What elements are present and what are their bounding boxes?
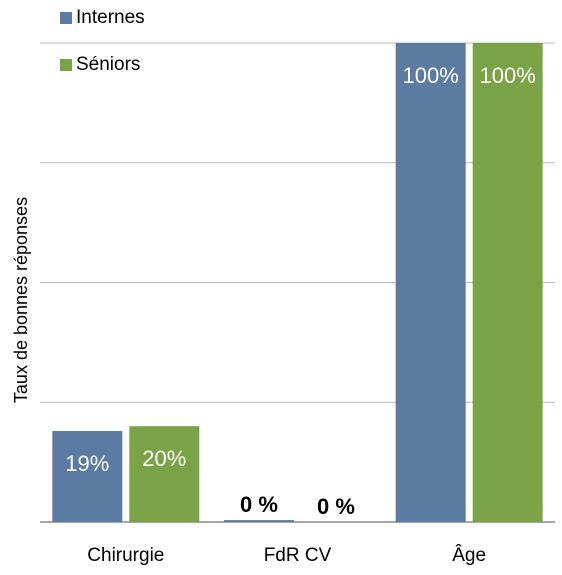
x-tick-label: Âge (452, 544, 486, 566)
bar (395, 43, 466, 522)
y-axis-label: Taux de bonnes réponses (11, 197, 31, 403)
bar (129, 426, 200, 522)
data-label: 0 % (317, 494, 355, 519)
data-label: 0 % (240, 492, 278, 517)
x-tick-label: Chirurgie (87, 545, 164, 566)
bar (52, 430, 123, 522)
data-label: 20% (142, 446, 186, 471)
legend-swatch (60, 12, 72, 24)
bar (472, 43, 543, 522)
data-label: 100% (480, 63, 536, 88)
x-tick-label: FdR CV (264, 545, 332, 566)
legend-swatch (60, 59, 72, 71)
data-label: 19% (65, 451, 109, 476)
legend-label: Séniors (76, 54, 140, 75)
bar (224, 520, 294, 522)
data-label: 100% (403, 63, 459, 88)
legend-label: Internes (76, 7, 145, 28)
